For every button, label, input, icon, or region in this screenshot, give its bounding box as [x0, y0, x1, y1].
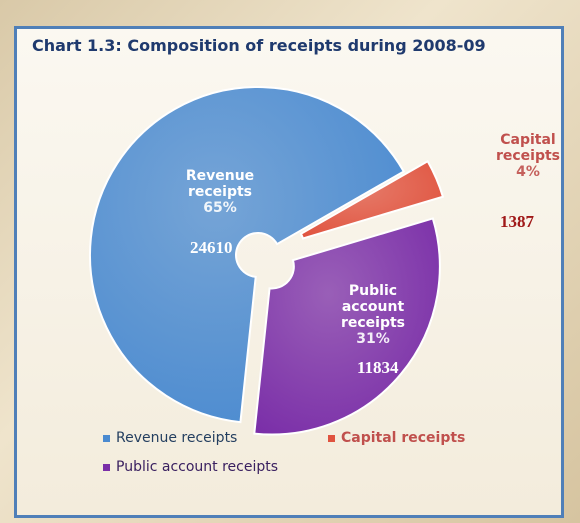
- slice-label: Revenue receipts 65%: [175, 168, 265, 216]
- slice: [299, 159, 445, 240]
- legend-label: Public account receipts: [116, 459, 279, 475]
- legend-swatch: [328, 434, 335, 442]
- legend-swatch: [103, 463, 110, 471]
- slice-value: 1387: [500, 212, 534, 231]
- slice-value: 24610: [190, 238, 233, 257]
- slice-percent: 65%: [203, 200, 237, 216]
- slice-value: 11834: [357, 358, 399, 377]
- legend-item: Public account receipts: [103, 459, 278, 475]
- slice-name: Public account receipts: [340, 283, 406, 331]
- legend-label: Revenue receipts: [116, 430, 238, 446]
- slice-name: Revenue receipts: [185, 168, 255, 200]
- slice-name: Capital receipts: [495, 132, 561, 164]
- slice: [253, 217, 441, 436]
- slice-label: Public account receipts 31%: [318, 283, 428, 347]
- slice-percent: 31%: [356, 331, 390, 347]
- chart-title: Chart 1.3: Composition of receipts durin…: [32, 36, 486, 55]
- legend-swatch: [103, 434, 110, 442]
- legend-item: Revenue receipts: [103, 430, 237, 446]
- legend-item: Capital receipts: [328, 430, 465, 446]
- legend-label: Capital receipts: [341, 430, 466, 446]
- slice-label: Capital receipts 4%: [488, 132, 568, 180]
- slice: [89, 86, 406, 424]
- slice-percent: 4%: [516, 164, 540, 180]
